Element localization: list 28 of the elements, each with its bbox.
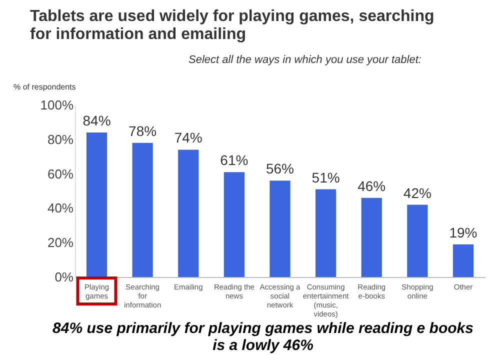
chart-subtitle: Select all the ways in which you use your tablet:: [188, 54, 422, 66]
data-label: 84%: [82, 112, 111, 129]
data-label: 74%: [174, 130, 202, 146]
bar: [132, 142, 153, 277]
bar: [407, 204, 428, 277]
data-label: 78%: [128, 122, 157, 139]
y-tick-label: 20%: [47, 235, 74, 250]
y-tick-label: 80%: [47, 132, 74, 147]
chart-title: Tablets are used widely for playing games, searching for information and emailing: [30, 8, 434, 43]
y-tick-label: 60%: [47, 166, 74, 182]
data-label: 61%: [220, 152, 248, 168]
data-label: 46%: [358, 178, 386, 194]
bar: [361, 198, 382, 277]
bar: [270, 180, 290, 277]
bar: [178, 150, 199, 277]
bar: [86, 132, 108, 277]
bar: [452, 244, 474, 277]
data-label: 51%: [312, 169, 340, 186]
bar: [224, 172, 244, 277]
y-tick-label: 0%: [54, 270, 74, 284]
data-label: 42%: [403, 184, 432, 201]
data-label: 56%: [266, 160, 294, 177]
text: 84% use primarily for playing games while reading e books is a lowly 46%: [52, 320, 474, 354]
data-label: 19%: [449, 224, 478, 240]
bar: [316, 189, 336, 277]
y-axis-title: % of respondents: [14, 82, 76, 92]
y-tick-label: 40%: [47, 200, 74, 216]
y-tick-label: 100%: [40, 98, 74, 112]
